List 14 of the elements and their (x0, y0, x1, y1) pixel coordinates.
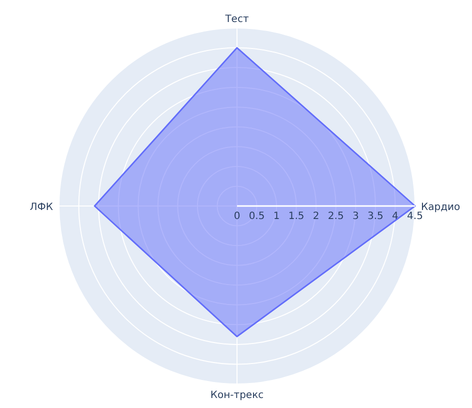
y-tick-label: 1.5 (288, 211, 304, 222)
spoke-label: Кон-трекс (210, 390, 264, 401)
y-tick-label: 4 (392, 211, 398, 222)
y-tick-label: 3.5 (367, 211, 384, 222)
y-tick-label: 2.5 (328, 211, 344, 222)
y-tick-label: 2 (312, 211, 320, 222)
spoke-label: ЛФК (30, 202, 53, 213)
y-tick-label: 0.5 (248, 211, 265, 222)
y-tick-label: 0 (234, 211, 240, 222)
spoke-label: Тест (224, 14, 249, 25)
y-tick-label: 1 (273, 211, 280, 222)
spoke-label: Кардио (421, 202, 460, 213)
y-tick-label: 4.5 (407, 211, 423, 222)
y-tick-label: 3 (352, 211, 359, 222)
